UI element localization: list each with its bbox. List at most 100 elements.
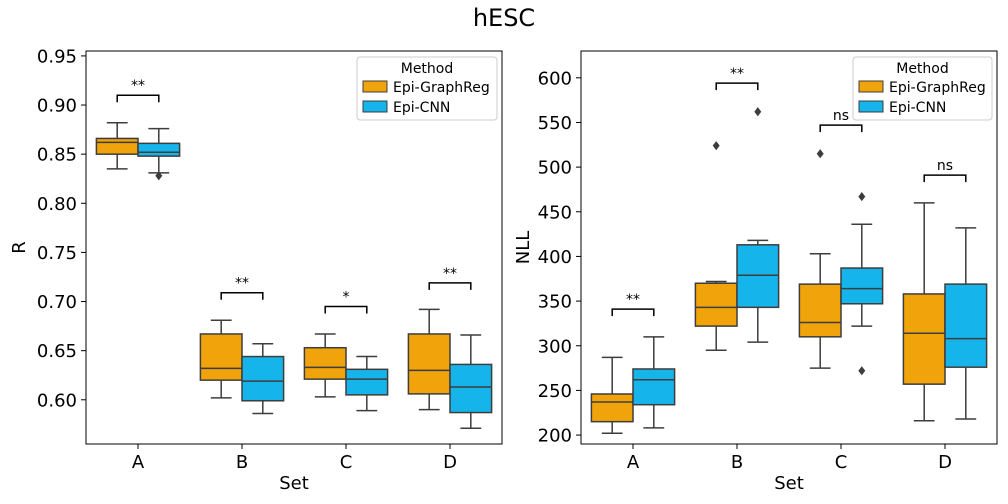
significance-label: **: [131, 78, 145, 94]
legend-swatch: [362, 100, 388, 113]
x-axis-label: Set: [774, 473, 804, 494]
significance-bracket: [428, 282, 472, 290]
legend: Method Epi-GraphReg Epi-CNN: [356, 56, 498, 121]
flier-point: [858, 366, 866, 376]
y-tick-label: 0.80: [37, 194, 77, 215]
significance-label: ns: [937, 158, 953, 174]
box-epi-cnn-A: [137, 127, 181, 181]
box-epi-cnn-C: [345, 355, 389, 412]
box-epi-graphreg-A: [590, 356, 634, 435]
legend-entry-label: Epi-GraphReg: [889, 80, 986, 96]
box-iqr: [449, 363, 493, 414]
significance-bracket: [923, 174, 967, 183]
significance-label: **: [443, 266, 457, 282]
legend: Method Epi-GraphReg Epi-CNN: [852, 56, 993, 121]
y-tick-label: 250: [538, 381, 572, 402]
y-tick-label: 400: [538, 247, 572, 268]
y-axis-label: NLL: [513, 231, 534, 265]
x-axis-label: Set: [279, 473, 309, 494]
flier-point: [816, 149, 824, 159]
box-iqr: [199, 333, 243, 381]
y-tick-label: 0.95: [37, 46, 77, 67]
box-epi-graphreg-C: [798, 149, 842, 369]
flier-point: [858, 192, 866, 202]
flier-point: [754, 107, 762, 117]
significance-label: *: [343, 289, 350, 305]
x-tick-label: B: [731, 452, 743, 473]
box-iqr: [303, 346, 347, 380]
x-tick-label: B: [236, 452, 248, 473]
box-iqr: [590, 393, 634, 423]
axes-frame: [580, 50, 998, 445]
legend-title: Method: [401, 61, 454, 77]
box-iqr: [694, 282, 738, 327]
significance-bracket: [611, 308, 655, 317]
y-tick-label: 0.65: [37, 341, 77, 362]
box-epi-graphreg-A: [95, 121, 139, 170]
legend-entry-label: Epi-GraphReg: [393, 80, 490, 96]
box-iqr: [241, 355, 285, 402]
box-epi-graphreg-C: [303, 333, 347, 398]
legend-swatch: [362, 80, 388, 93]
x-tick-label: A: [627, 452, 640, 473]
legend-frame: [852, 56, 993, 121]
y-tick-label: 550: [538, 113, 572, 134]
box-epi-cnn-D: [449, 334, 493, 430]
y-tick-label: 200: [538, 426, 572, 447]
y-tick-label: 0.85: [37, 145, 77, 166]
significance-label: **: [235, 276, 249, 292]
box-epi-cnn-B: [241, 343, 285, 415]
y-tick-label: 350: [538, 292, 572, 313]
legend-title: Method: [896, 61, 949, 77]
box-epi-graphreg-B: [199, 319, 243, 399]
box-iqr: [798, 283, 842, 338]
y-tick-label: 300: [538, 336, 572, 357]
box-epi-graphreg-D: [902, 202, 946, 422]
box-epi-cnn-B: [736, 107, 780, 343]
y-tick-label: 0.75: [37, 243, 77, 264]
box-epi-graphreg-D: [407, 308, 451, 411]
legend-swatch: [858, 100, 884, 113]
box-iqr: [345, 368, 389, 396]
panel-nll: ** ** ns ns 200 250 300 350 400 450 500 550 600 A B C D S…: [513, 50, 998, 494]
box-epi-cnn-C: [840, 192, 884, 376]
y-tick-label: 0.70: [37, 292, 77, 313]
significance-bracket: [819, 124, 863, 133]
y-tick-label: 600: [538, 68, 572, 89]
box-epi-cnn-A: [632, 336, 676, 429]
y-tick-label: 450: [538, 202, 572, 223]
box-iqr: [632, 368, 676, 406]
box-iqr: [944, 283, 988, 368]
significance-bracket: [324, 305, 368, 314]
box-iqr: [840, 267, 884, 305]
significance-label: **: [626, 292, 640, 308]
y-axis-label: R: [9, 241, 30, 254]
legend-entry-label: Epi-CNN: [393, 100, 450, 116]
box-iqr: [95, 137, 139, 155]
panel-r: *******0.600.650.700.750.800.850.900.95A…: [9, 46, 503, 494]
y-tick-label: 500: [538, 158, 572, 179]
box-iqr: [407, 333, 451, 395]
x-tick-label: C: [835, 452, 848, 473]
significance-label: ns: [833, 108, 849, 124]
flier-point: [712, 141, 720, 151]
significance-bracket: [116, 94, 160, 103]
x-tick-label: C: [340, 452, 353, 473]
box-iqr: [137, 142, 181, 157]
significance-label: **: [730, 66, 744, 82]
flier-point: [155, 171, 163, 181]
legend-swatch: [858, 80, 884, 93]
x-tick-label: D: [938, 452, 952, 473]
significance-bracket: [220, 291, 264, 300]
box-iqr: [902, 293, 946, 385]
x-tick-label: D: [443, 452, 457, 473]
figure-title: hESC: [472, 4, 536, 32]
legend-entry-label: Epi-CNN: [889, 100, 946, 116]
y-tick-label: 0.90: [37, 96, 77, 117]
x-tick-label: A: [132, 452, 145, 473]
box-epi-cnn-D: [944, 227, 988, 420]
legend-frame: [356, 56, 498, 121]
axes-frame: [85, 50, 503, 445]
significance-bracket: [715, 82, 759, 91]
